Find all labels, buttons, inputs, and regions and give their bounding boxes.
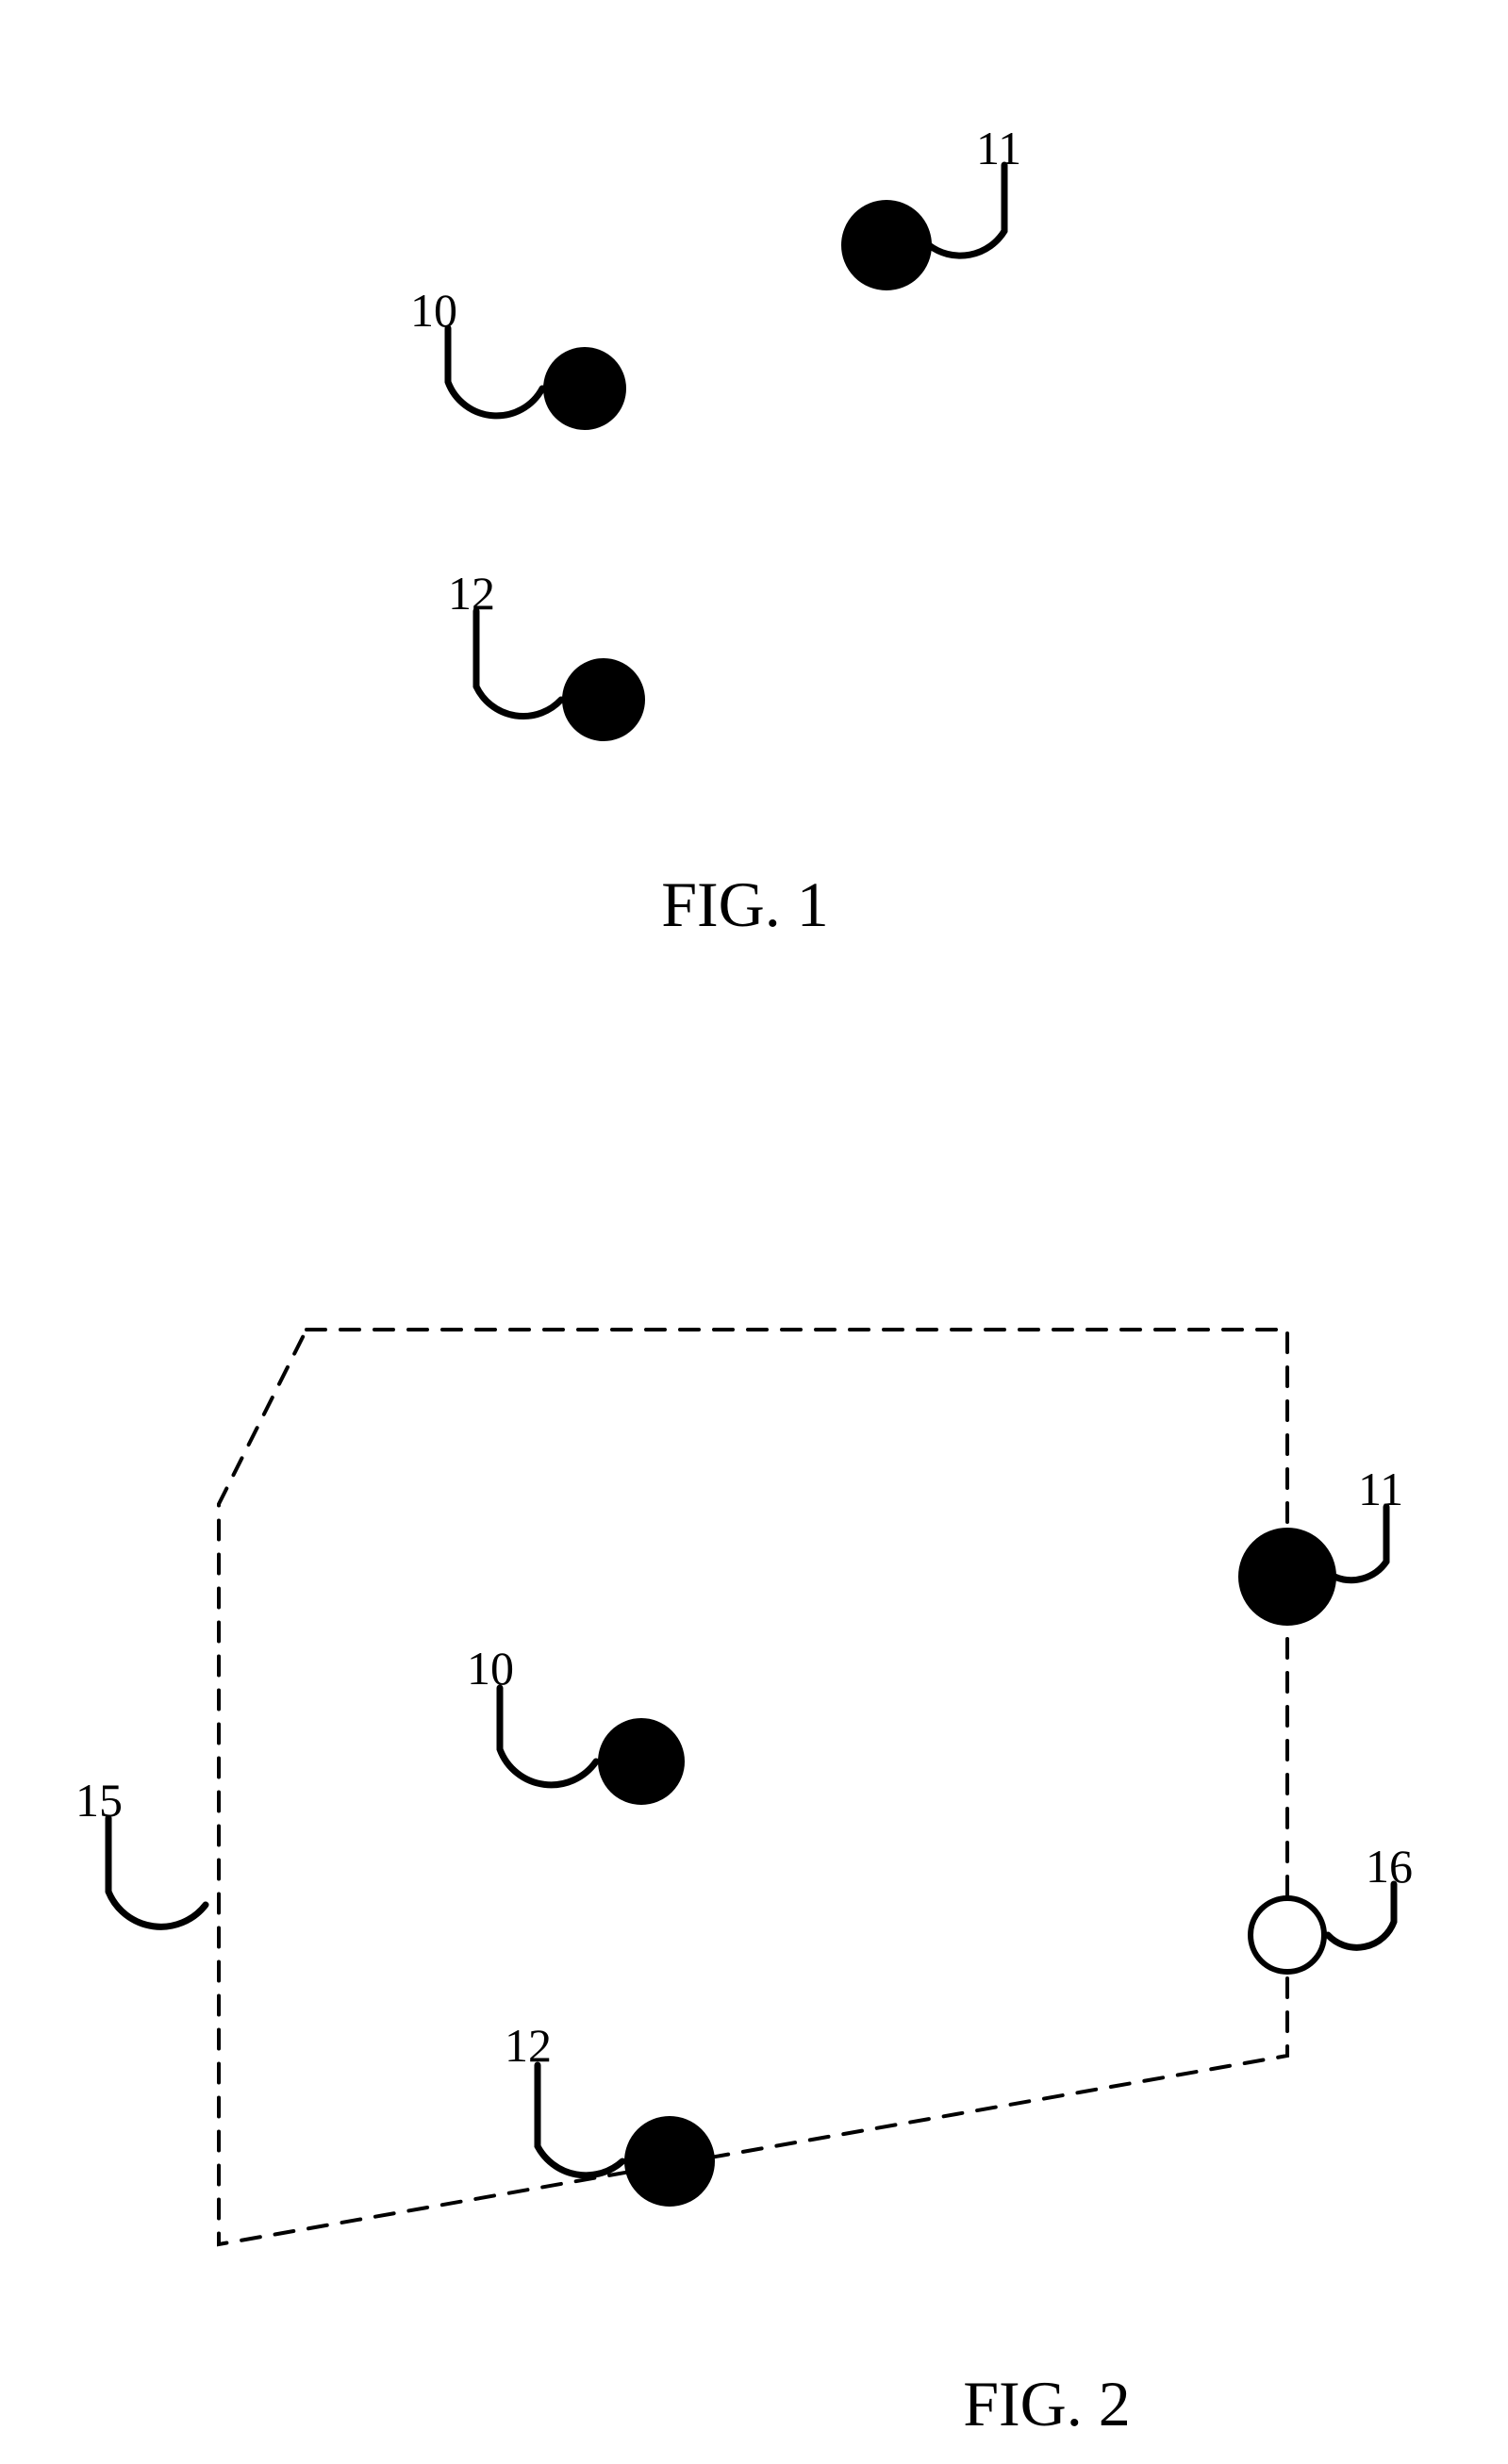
p16: [1248, 1895, 1327, 1975]
p16-label: 16: [1366, 1839, 1413, 1893]
p16-leader: [0, 0, 1508, 2464]
figure-2-caption: FIG. 2: [963, 2367, 1131, 2441]
diagram-stage: 101112FIG. 11510111216FIG. 2: [0, 0, 1508, 2464]
